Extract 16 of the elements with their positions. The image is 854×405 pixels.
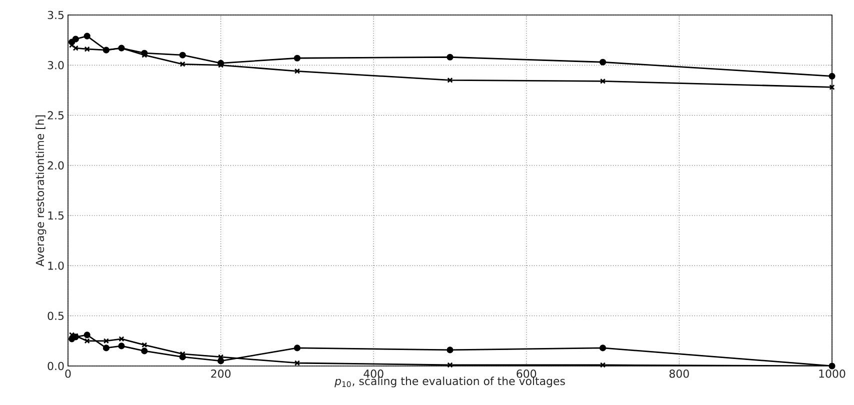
y-tick-label: 2.5 xyxy=(48,111,64,120)
x-tick-label: 600 xyxy=(516,370,536,378)
y-tick-label: 0.5 xyxy=(48,312,64,320)
x-tick-label: 400 xyxy=(364,370,384,378)
y-tick-label: 1.0 xyxy=(48,262,64,270)
y-tick-label: 2.0 xyxy=(48,161,64,170)
y-tick-label: 3.0 xyxy=(48,61,64,70)
x-tick-label: 800 xyxy=(670,370,689,378)
y-tick-label: 1.5 xyxy=(48,212,64,220)
y-tick-label: 0.0 xyxy=(48,362,64,370)
x-axis-title: p$_{10}$, scaling the evaluation of the voltages xyxy=(334,376,565,388)
x-tick-label: 200 xyxy=(211,370,231,378)
y-tick-label: 3.5 xyxy=(48,10,64,20)
y-axis-title: Average restorationtime [h] xyxy=(36,115,46,266)
x-tick-label: 0 xyxy=(65,370,71,378)
x-tick-label: 1000 xyxy=(819,370,846,378)
